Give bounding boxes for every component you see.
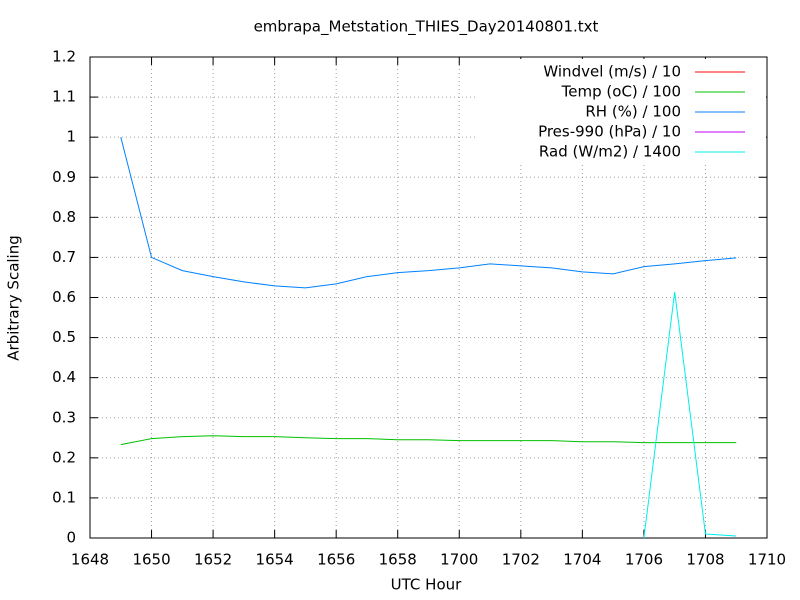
x-tick-label: 1656 (317, 551, 355, 569)
series-line (120, 137, 737, 289)
y-tick-label: 0.4 (52, 368, 76, 386)
y-tick-label: 0.5 (52, 328, 76, 346)
x-tick-label: 1648 (71, 551, 109, 569)
legend-label: Rad (W/m2) / 1400 (539, 143, 681, 161)
chart-title: embrapa_Metstation_THIES_Day20140801.txt (254, 18, 599, 37)
legend-label: Temp (oC) / 100 (561, 83, 681, 101)
legend-label: RH (%) / 100 (585, 103, 681, 121)
y-tick-label: 1.1 (52, 88, 76, 106)
x-tick-label: 1702 (502, 551, 540, 569)
series-line (120, 435, 737, 446)
y-tick-label: 0.7 (52, 248, 76, 266)
y-tick-label: 0.1 (52, 488, 76, 506)
x-tick-label: 1710 (748, 551, 786, 569)
y-tick-label: 1.2 (52, 48, 76, 66)
plot-border (89, 56, 768, 539)
x-tick-label: 1654 (256, 551, 294, 569)
y-tick-label: 0.2 (52, 448, 76, 466)
legend-label: Windvel (m/s) / 10 (543, 63, 681, 81)
y-axis-label: Arbitrary Scaling (5, 235, 23, 361)
x-axis-label: UTC Hour (391, 576, 462, 594)
y-tick-label: 1 (66, 128, 76, 146)
y-tick-label: 0.8 (52, 208, 76, 226)
x-tick-label: 1700 (440, 551, 478, 569)
x-tick-label: 1658 (379, 551, 417, 569)
legend-label: Pres-990 (hPa) / 10 (538, 123, 681, 141)
x-tick-label: 1652 (194, 551, 232, 569)
x-tick-label: 1704 (563, 551, 601, 569)
y-tick-label: 0 (66, 529, 76, 547)
x-tick-label: 1650 (132, 551, 170, 569)
x-tick-label: 1706 (625, 551, 663, 569)
series-line (643, 291, 737, 539)
y-tick-label: 0.9 (52, 168, 76, 186)
y-tick-label: 0.6 (52, 288, 76, 306)
y-tick-label: 0.3 (52, 408, 76, 426)
x-tick-label: 1708 (686, 551, 724, 569)
